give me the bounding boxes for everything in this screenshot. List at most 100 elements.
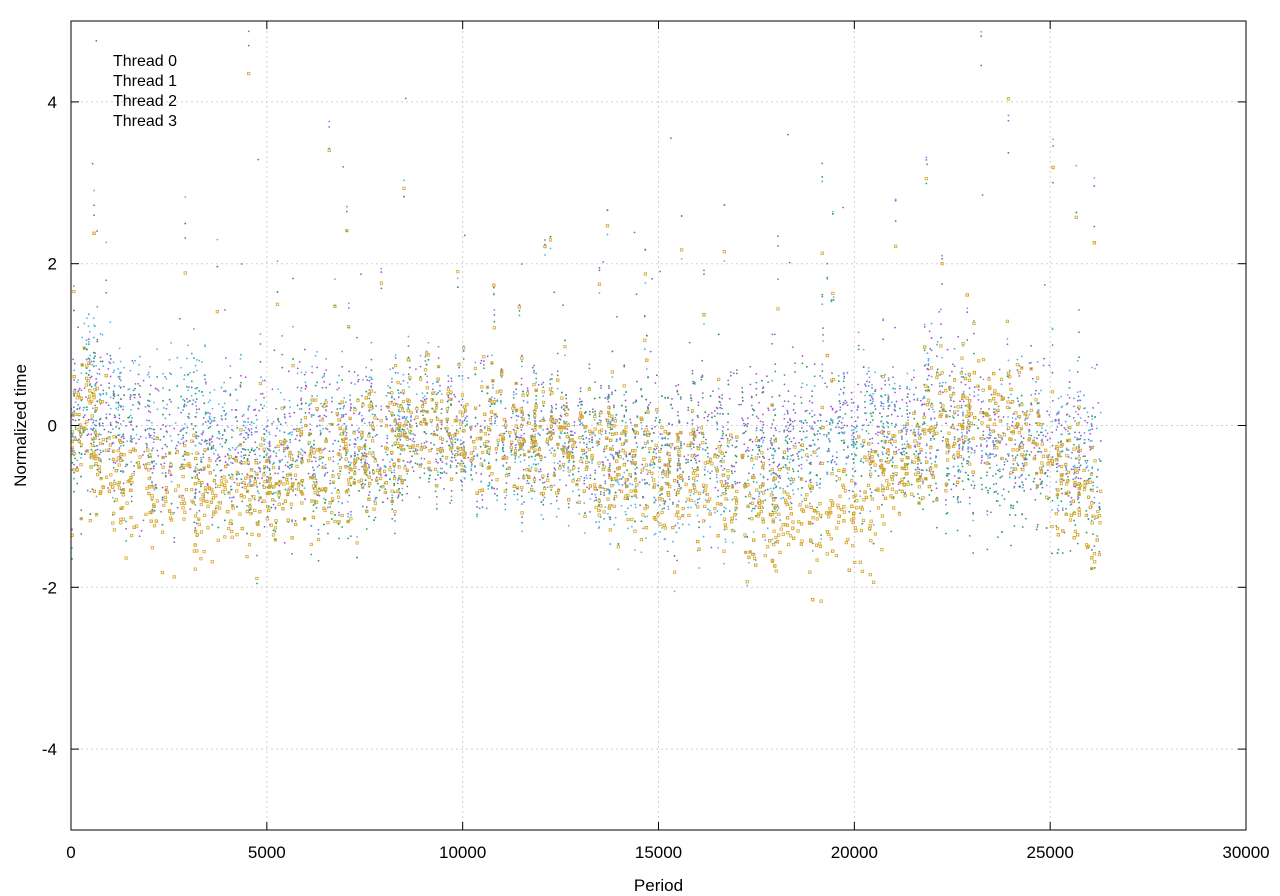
data-point <box>90 433 93 436</box>
data-point <box>96 338 99 341</box>
data-point <box>1097 401 1100 404</box>
data-point <box>287 370 290 373</box>
data-point <box>1025 453 1028 456</box>
data-point <box>967 460 970 463</box>
data-point <box>223 428 226 431</box>
data-point <box>256 430 258 433</box>
data-point <box>1030 344 1033 347</box>
data-point <box>1058 422 1060 425</box>
data-point <box>640 395 643 398</box>
data-point <box>719 404 722 406</box>
data-point <box>680 215 683 217</box>
data-point <box>633 231 636 234</box>
data-point <box>696 501 699 504</box>
data-point <box>199 485 202 488</box>
data-point <box>918 497 921 499</box>
data-point <box>793 402 796 405</box>
data-point <box>689 396 692 399</box>
data-point <box>613 404 615 407</box>
data-point <box>693 457 696 460</box>
data-point <box>266 466 269 469</box>
data-point <box>891 482 894 485</box>
data-point <box>1042 465 1045 467</box>
data-point <box>782 466 785 469</box>
data-point <box>938 310 941 313</box>
data-point <box>811 395 814 398</box>
data-point <box>395 402 398 405</box>
data-point <box>248 509 251 511</box>
data-point <box>1061 492 1063 495</box>
data-point <box>731 483 734 486</box>
data-point <box>723 204 726 206</box>
data-point <box>107 367 110 370</box>
data-point <box>225 439 228 442</box>
data-point <box>973 395 976 398</box>
data-point <box>1093 501 1096 504</box>
data-point <box>790 454 793 457</box>
data-point <box>949 409 951 412</box>
data-point <box>890 401 893 404</box>
data-point <box>1022 483 1025 486</box>
data-point <box>94 355 96 357</box>
data-point <box>850 424 853 427</box>
data-point <box>170 373 173 376</box>
data-point <box>347 512 349 515</box>
data-point <box>925 456 927 459</box>
data-point <box>527 482 530 485</box>
data-point <box>677 411 679 413</box>
data-point <box>248 454 250 457</box>
data-point <box>855 447 858 450</box>
data-point <box>210 446 213 448</box>
data-point <box>910 461 913 464</box>
data-point <box>599 491 602 493</box>
data-point <box>693 383 696 385</box>
data-point <box>193 521 196 524</box>
data-point <box>211 523 214 526</box>
data-point <box>260 403 262 406</box>
data-point <box>424 360 427 362</box>
data-point <box>416 449 419 451</box>
data-point <box>877 434 879 437</box>
data-point <box>735 445 738 448</box>
data-point <box>99 471 102 474</box>
data-point <box>800 438 803 441</box>
data-point <box>857 406 859 409</box>
data-point <box>986 444 989 447</box>
data-point <box>649 463 652 466</box>
data-point <box>682 471 685 473</box>
data-point <box>869 488 872 490</box>
data-point <box>873 405 876 407</box>
data-point <box>183 453 186 456</box>
data-point <box>585 446 588 449</box>
data-point <box>883 435 886 438</box>
data-point <box>408 366 411 369</box>
data-point <box>168 452 171 454</box>
data-point <box>790 502 793 505</box>
data-point <box>198 472 201 474</box>
data-point <box>254 441 257 444</box>
data-point <box>724 482 727 484</box>
data-point <box>655 447 658 450</box>
data-point <box>1087 518 1090 520</box>
data-point <box>973 332 975 335</box>
data-point <box>375 496 378 499</box>
data-point <box>115 435 118 438</box>
data-point <box>1090 548 1093 551</box>
data-point <box>986 471 989 474</box>
data-point <box>401 428 404 431</box>
data-point <box>659 433 662 435</box>
data-point <box>200 468 202 471</box>
data-point <box>843 375 846 378</box>
data-point <box>809 478 812 481</box>
data-point <box>611 417 614 420</box>
data-point <box>441 455 444 458</box>
data-point <box>553 291 556 294</box>
data-point <box>567 502 570 505</box>
data-point <box>1046 410 1049 413</box>
data-point <box>617 543 620 545</box>
data-point <box>376 463 379 466</box>
data-point <box>105 416 108 419</box>
data-point <box>764 499 767 502</box>
data-point <box>310 553 313 556</box>
data-point <box>1007 490 1010 493</box>
